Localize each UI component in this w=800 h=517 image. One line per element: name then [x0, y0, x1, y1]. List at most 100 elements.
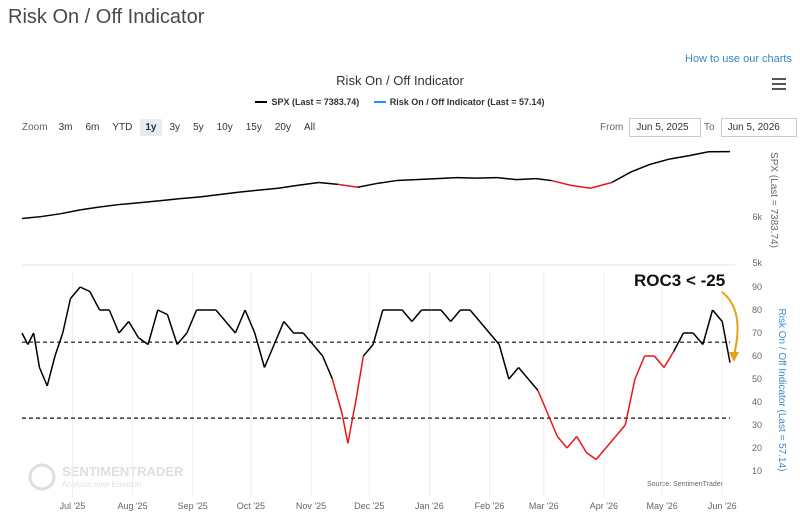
legend-item-indicator[interactable]: Risk On / Off Indicator (Last = 57.14) [373, 97, 545, 107]
indicator-line-segment [147, 309, 159, 345]
indicator-line-segment [69, 286, 81, 299]
indicator-line-segment [401, 309, 413, 322]
indicator-line-segment [234, 309, 246, 334]
spx-series [21, 150, 731, 220]
spx-line-segment [415, 177, 438, 181]
zoom-all-button[interactable]: All [304, 122, 316, 133]
indicator-line-segment [586, 451, 597, 461]
x-tick-label: Jun '26 [708, 501, 737, 511]
zoom-3y-button[interactable]: 3y [169, 122, 181, 133]
chart-legend: SPX (Last = 7383.74) Risk On / Off Indic… [0, 95, 800, 107]
spx-line-segment [611, 171, 632, 184]
indicator-y-tick: 70 [752, 328, 762, 338]
indicator-line-segment [614, 424, 626, 437]
watermark-name: SENTIMENTRADER [62, 464, 184, 479]
indicator-line-segment [479, 321, 491, 334]
indicator-line-segment [517, 367, 529, 380]
indicator-line-segment [302, 332, 314, 345]
indicator-line-segment [624, 378, 636, 426]
indicator-line-segment [89, 291, 101, 311]
zoom-10y-button[interactable]: 10y [216, 122, 233, 133]
zoom-5y-button[interactable]: 5y [193, 122, 204, 133]
indicator-line-segment [27, 332, 35, 345]
source-text: Source: SentimenTrader [647, 481, 724, 488]
spx-line-segment [497, 176, 517, 181]
indicator-y-ticks: 10 20 30 40 50 60 70 80 90 [752, 282, 762, 476]
x-tick-label: May '26 [646, 501, 677, 511]
indicator-line-segment [46, 355, 56, 387]
spx-line-segment [21, 215, 42, 220]
indicator-y-tick: 30 [752, 420, 762, 430]
x-tick-label: Mar '26 [529, 501, 559, 511]
indicator-line-segment [692, 332, 704, 345]
spx-line-segment [60, 209, 81, 215]
indicator-line-segment [331, 378, 343, 414]
spx-line-segment [318, 181, 339, 186]
spx-line-segment [258, 187, 279, 191]
range-from-input[interactable] [629, 118, 702, 137]
roc-annotation: ROC3 < -25 [634, 271, 725, 290]
legend-item-spx[interactable]: SPX (Last = 7383.74) [255, 97, 359, 107]
spx-line-segment [689, 151, 709, 157]
spx-line-segment [570, 184, 591, 189]
spx-line-segment [297, 181, 319, 187]
indicator-line-segment [702, 309, 714, 345]
indicator-line-segment [450, 309, 461, 322]
x-tick-label: Feb '26 [475, 501, 505, 511]
zoom-bar: Zoom 3m 6m YTD 1y 3y 5y 10y 15y 20y All [22, 119, 323, 136]
indicator-line-segment [263, 344, 275, 368]
indicator-line-segment [283, 321, 295, 334]
chart-title: Risk On / Off Indicator [336, 73, 464, 88]
zoom-15y-button[interactable]: 15y [245, 122, 262, 133]
indicator-line-segment [166, 314, 178, 345]
indicator-line-segment [556, 436, 568, 449]
indicator-line-segment [663, 351, 675, 368]
spx-line-segment [338, 183, 358, 189]
indicator-line-segment [440, 309, 452, 322]
indicator-line-segment [347, 401, 357, 444]
indicator-line-segment [595, 447, 607, 460]
indicator-line-segment [62, 298, 72, 334]
range-to: To [704, 118, 797, 137]
indicator-line-segment [176, 332, 188, 345]
indicator-y-tick: 60 [752, 351, 762, 361]
hamburger-menu-icon[interactable] [772, 78, 786, 90]
x-tick-label: Apr '26 [590, 501, 618, 511]
spx-line-segment [551, 179, 572, 187]
indicator-y-tick: 90 [752, 282, 762, 292]
zoom-20y-button[interactable]: 20y [274, 122, 291, 133]
spx-line-segment [535, 177, 552, 182]
range-to-input[interactable] [720, 118, 797, 137]
zoom-1y-button[interactable]: 1y [140, 119, 162, 136]
x-axis-ticks: Jul '25 Aug '25 Sep '25 Oct '25 Nov '25 Dec '… [60, 501, 737, 511]
range-from: From [600, 118, 702, 137]
indicator-line-segment [362, 344, 374, 357]
x-tick-label: Sep '25 [178, 501, 208, 511]
spx-line-segment [516, 177, 537, 181]
indicator-line-segment [32, 332, 41, 368]
indicator-line-segment [79, 286, 91, 293]
indicator-line-segment [354, 355, 365, 403]
watermark-tagline: Analysis over Emotion [62, 480, 141, 489]
help-link[interactable]: How to use our charts [685, 53, 792, 65]
spx-line-segment [179, 196, 201, 200]
zoom-label: Zoom [22, 122, 48, 133]
indicator-line-segment [721, 321, 731, 363]
zoom-ytd-button[interactable]: YTD [112, 122, 133, 133]
indicator-y-tick: 80 [752, 305, 762, 315]
zoom-6m-button[interactable]: 6m [85, 122, 100, 133]
zoom-3m-button[interactable]: 3m [58, 122, 73, 133]
spx-line-segment [140, 199, 160, 204]
indicator-line-segment [312, 344, 324, 357]
indicator-line-segment [498, 344, 510, 380]
indicator-line-segment [508, 367, 520, 380]
indicator-line-segment [576, 436, 588, 453]
indicator-line-segment [54, 332, 64, 357]
x-tick-label: Nov '25 [296, 501, 326, 511]
indicator-y-tick: 10 [752, 466, 762, 476]
x-tick-label: Dec '25 [354, 501, 384, 511]
spx-line-segment [437, 176, 457, 180]
indicator-line-segment [157, 309, 168, 316]
indicator-line-segment [137, 336, 149, 346]
indicator-line-segment [273, 321, 285, 345]
